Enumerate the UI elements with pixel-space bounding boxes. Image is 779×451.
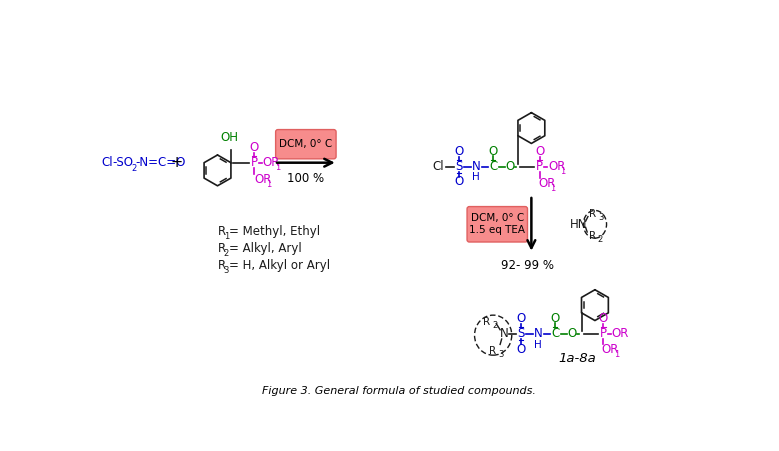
Text: 2: 2	[492, 322, 497, 331]
Text: O: O	[506, 160, 515, 173]
Text: = Methyl, Ethyl: = Methyl, Ethyl	[229, 226, 320, 239]
Text: 2: 2	[224, 249, 229, 258]
Text: OR: OR	[601, 343, 619, 356]
Text: 1a-8a: 1a-8a	[559, 352, 597, 365]
Text: OR: OR	[612, 327, 629, 340]
Text: N: N	[499, 327, 509, 340]
Text: R: R	[488, 345, 496, 355]
Text: O: O	[249, 141, 259, 154]
Text: DCM, 0° C: DCM, 0° C	[279, 139, 333, 149]
Text: -N=C=O: -N=C=O	[136, 156, 185, 169]
Text: +: +	[171, 155, 182, 170]
Text: DCM, 0° C: DCM, 0° C	[471, 213, 524, 223]
Text: Cl: Cl	[432, 160, 444, 173]
Text: O: O	[516, 312, 526, 325]
Text: C: C	[489, 160, 497, 173]
Text: O: O	[488, 145, 498, 158]
Text: O: O	[598, 312, 608, 325]
Text: 1: 1	[275, 163, 280, 172]
Text: HN: HN	[570, 218, 587, 231]
Text: OR: OR	[254, 173, 272, 186]
Text: S: S	[456, 160, 463, 173]
Text: P: P	[536, 160, 543, 173]
Text: R: R	[217, 259, 226, 272]
Text: R: R	[217, 226, 226, 239]
Text: 2: 2	[597, 235, 602, 244]
Text: Cl: Cl	[101, 156, 113, 169]
Text: R: R	[484, 317, 491, 327]
Text: = H, Alkyl or Aryl: = H, Alkyl or Aryl	[229, 259, 330, 272]
Text: 3: 3	[499, 350, 503, 359]
FancyBboxPatch shape	[467, 207, 527, 242]
Text: 2: 2	[132, 164, 137, 173]
Text: P: P	[251, 156, 258, 169]
Text: P: P	[600, 327, 607, 340]
Text: OH: OH	[220, 131, 238, 144]
Text: 100 %: 100 %	[287, 171, 324, 184]
Text: 1: 1	[551, 184, 555, 193]
Text: 1: 1	[561, 167, 566, 175]
Text: 1: 1	[614, 350, 619, 359]
Text: H: H	[534, 340, 542, 350]
Text: OR: OR	[538, 177, 555, 190]
Text: O: O	[454, 145, 464, 158]
Text: 3: 3	[598, 213, 604, 222]
Text: N: N	[472, 160, 481, 173]
Text: N: N	[534, 327, 542, 340]
Text: O: O	[454, 175, 464, 189]
Text: 1: 1	[266, 180, 272, 189]
Text: O: O	[568, 327, 576, 340]
FancyBboxPatch shape	[276, 129, 336, 159]
Text: R: R	[590, 208, 597, 219]
Text: = Alkyl, Aryl: = Alkyl, Aryl	[229, 243, 302, 255]
Text: H: H	[472, 172, 480, 182]
Text: 1.5 eq TEA: 1.5 eq TEA	[469, 226, 525, 235]
Text: 92- 99 %: 92- 99 %	[501, 258, 554, 272]
Text: 3: 3	[224, 266, 229, 275]
Text: Figure 3. General formula of studied compounds.: Figure 3. General formula of studied com…	[263, 387, 536, 396]
Text: S: S	[517, 327, 525, 340]
Text: R: R	[217, 243, 226, 255]
Text: OR: OR	[548, 160, 566, 173]
Text: C: C	[551, 327, 559, 340]
Text: O: O	[551, 312, 560, 325]
Text: R: R	[589, 231, 596, 241]
Text: O: O	[535, 145, 545, 158]
Text: OR: OR	[263, 156, 280, 169]
Text: O: O	[516, 342, 526, 355]
Text: 1: 1	[224, 232, 229, 241]
Text: -SO: -SO	[112, 156, 133, 169]
